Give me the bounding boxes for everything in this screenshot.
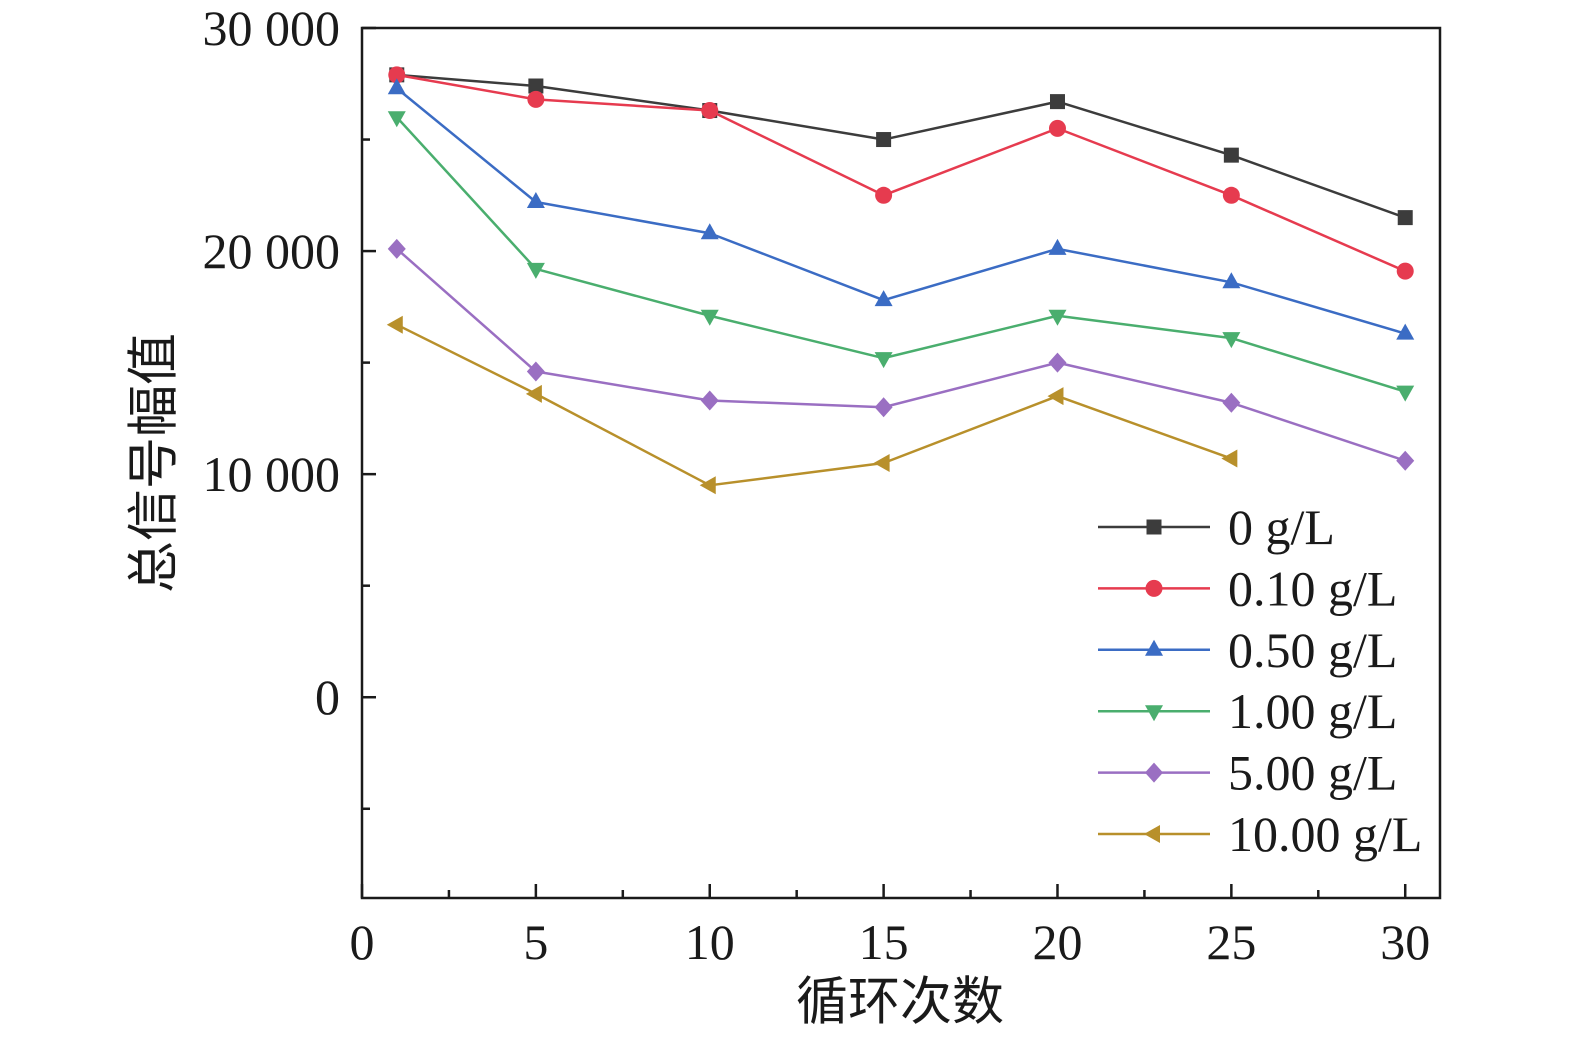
marker-0-g-l-x5 (528, 78, 544, 94)
marker-10-00-g-l-x20 (1047, 387, 1064, 406)
y-tick-label: 10 000 (203, 446, 341, 502)
marker-0-10-g-l-x30 (1396, 262, 1414, 280)
marker-5-00-g-l-x20 (1048, 352, 1067, 373)
legend-marker-1-00-g-l (1145, 705, 1163, 722)
y-tick-label: 30 000 (203, 0, 341, 56)
x-tick-label: 5 (523, 914, 548, 970)
marker-5-00-g-l-x1 (387, 238, 406, 259)
x-tick-label: 0 (350, 914, 375, 970)
marker-0-g-l-x25 (1223, 147, 1239, 163)
axes-layer: 0 10 000 20 000 30 000 0 5 10 15 20 25 30 (203, 0, 1442, 970)
marker-1-00-g-l-x5 (526, 262, 545, 279)
x-tick-label: 25 (1206, 914, 1256, 970)
marker-0-10-g-l-x10 (701, 102, 719, 120)
series-layer (386, 66, 1415, 495)
marker-5-00-g-l-x30 (1396, 450, 1415, 471)
marker-0-50-g-l-x20 (1048, 238, 1067, 255)
marker-10-00-g-l-x10 (699, 476, 716, 495)
legend-marker-5-00-g-l (1145, 762, 1163, 783)
marker-0-g-l-x20 (1049, 94, 1065, 110)
legend-marker-10-00-g-l (1144, 825, 1160, 843)
marker-10-00-g-l-x25 (1221, 449, 1238, 468)
x-tick-label: 15 (859, 914, 909, 970)
marker-0-10-g-l-x25 (1222, 186, 1240, 204)
series-line-0-10-g-l (395, 73, 1407, 273)
marker-1-00-g-l-x15 (874, 352, 893, 369)
legend-label-1-00-g-l: 1.00 g/L (1228, 683, 1397, 739)
marker-0-50-g-l-x30 (1396, 323, 1415, 340)
marker-1-00-g-l-x20 (1048, 309, 1067, 326)
marker-5-00-g-l-x15 (874, 397, 893, 418)
legend-marker-0-50-g-l (1145, 639, 1163, 656)
marker-1-00-g-l-x30 (1396, 385, 1415, 402)
marker-0-10-g-l-x15 (875, 186, 893, 204)
marker-0-50-g-l-x10 (700, 223, 719, 240)
marker-0-10-g-l-x5 (527, 90, 545, 108)
legend-label-5-00-g-l: 5.00 g/L (1228, 745, 1397, 801)
marker-0-g-l-x15 (876, 132, 892, 148)
legend-label-0-10-g-l: 0.10 g/L (1228, 560, 1397, 616)
marker-10-00-g-l-x15 (873, 454, 890, 472)
marker-5-00-g-l-x25 (1222, 392, 1241, 413)
marker-0-50-g-l-x15 (874, 290, 893, 307)
marker-10-00-g-l-x5 (525, 384, 542, 403)
marker-0-50-g-l-x1 (387, 78, 406, 95)
legend-label-10-00-g-l: 10.00 g/L (1228, 806, 1422, 862)
marker-0-50-g-l-x25 (1222, 272, 1241, 289)
marker-1-00-g-l-x25 (1222, 332, 1241, 349)
y-axis-title: 总信号幅值 (127, 333, 184, 593)
x-tick-label: 20 (1032, 914, 1082, 970)
legend-marker-0-10-g-l (1145, 579, 1163, 597)
marker-0-50-g-l-x5 (526, 192, 545, 208)
x-tick-label: 10 (685, 914, 735, 970)
series-line-0-g-l (395, 73, 1407, 219)
series-line-1-00-g-l (395, 115, 1407, 393)
x-axis-title: 循环次数 (796, 975, 1004, 1032)
marker-0-g-l-x30 (1397, 210, 1413, 226)
legend-marker-0-g-l (1146, 519, 1162, 535)
x-tick-label: 30 (1380, 914, 1430, 970)
marker-5-00-g-l-x10 (700, 390, 719, 411)
series-line-10-00-g-l (395, 323, 1233, 487)
legend-label-0-50-g-l: 0.50 g/L (1228, 622, 1397, 678)
marker-0-10-g-l-x20 (1048, 119, 1066, 137)
marker-0-10-g-l-x1 (388, 66, 406, 84)
legend-label-0-g-l: 0 g/L (1228, 499, 1335, 555)
marker-5-00-g-l-x5 (526, 361, 545, 382)
marker-1-00-g-l-x10 (700, 309, 719, 326)
marker-10-00-g-l-x1 (386, 315, 403, 334)
series-line-0-50-g-l (395, 86, 1407, 335)
y-tick-label: 20 000 (203, 223, 341, 279)
marker-1-00-g-l-x1 (387, 111, 406, 128)
y-tick-label: 0 (315, 669, 340, 725)
legend: 0 g/L0.10 g/L 0.50 g/L1.00 g/L 5.00 g/L10.… (1098, 499, 1422, 862)
plot-frame (360, 26, 1442, 900)
